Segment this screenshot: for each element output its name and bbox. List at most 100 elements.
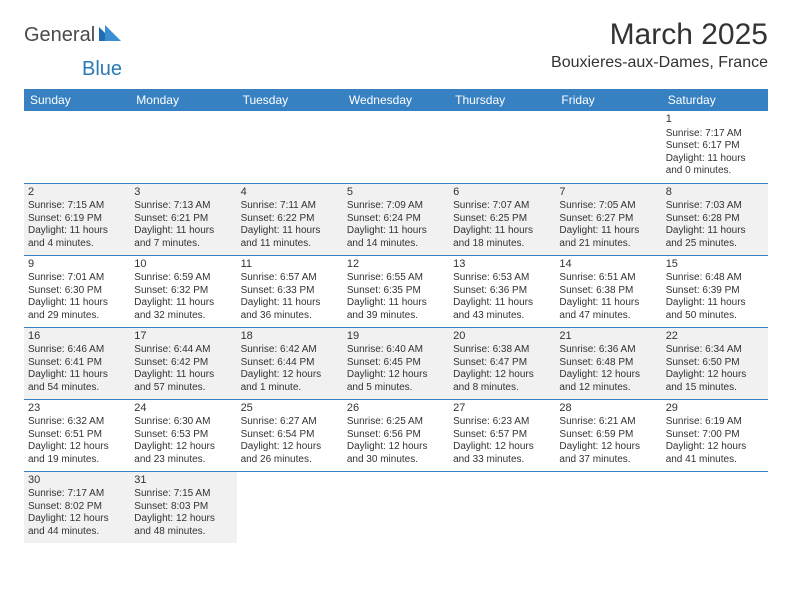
- day-number: 23: [28, 402, 126, 416]
- daylight-text: Daylight: 11 hours and 0 minutes.: [666, 153, 764, 178]
- day-cell: 6Sunrise: 7:07 AMSunset: 6:25 PMDaylight…: [449, 183, 555, 255]
- day-cell: 25Sunrise: 6:27 AMSunset: 6:54 PMDayligh…: [237, 399, 343, 471]
- sunset-text: Sunset: 6:30 PM: [28, 285, 126, 298]
- sunset-text: Sunset: 6:36 PM: [453, 285, 551, 298]
- day-cell: 5Sunrise: 7:09 AMSunset: 6:24 PMDaylight…: [343, 183, 449, 255]
- day-cell: 12Sunrise: 6:55 AMSunset: 6:35 PMDayligh…: [343, 255, 449, 327]
- sunset-text: Sunset: 7:00 PM: [666, 429, 764, 442]
- sunrise-text: Sunrise: 6:48 AM: [666, 272, 764, 285]
- week-row: 30Sunrise: 7:17 AMSunset: 8:02 PMDayligh…: [24, 471, 768, 543]
- sunset-text: Sunset: 6:22 PM: [241, 213, 339, 226]
- sunrise-text: Sunrise: 7:17 AM: [666, 128, 764, 141]
- daylight-text: Daylight: 11 hours and 25 minutes.: [666, 225, 764, 250]
- sunset-text: Sunset: 6:39 PM: [666, 285, 764, 298]
- sunset-text: Sunset: 6:57 PM: [453, 429, 551, 442]
- day-number: 4: [241, 186, 339, 200]
- sunrise-text: Sunrise: 7:07 AM: [453, 200, 551, 213]
- day-number: 13: [453, 258, 551, 272]
- daylight-text: Daylight: 12 hours and 12 minutes.: [559, 369, 657, 394]
- sunrise-text: Sunrise: 6:46 AM: [28, 344, 126, 357]
- daylight-text: Daylight: 11 hours and 54 minutes.: [28, 369, 126, 394]
- daylight-text: Daylight: 12 hours and 8 minutes.: [453, 369, 551, 394]
- day-number: 10: [134, 258, 232, 272]
- day-cell: 29Sunrise: 6:19 AMSunset: 7:00 PMDayligh…: [662, 399, 768, 471]
- day-number: 18: [241, 330, 339, 344]
- sunset-text: Sunset: 6:50 PM: [666, 357, 764, 370]
- daylight-text: Daylight: 11 hours and 21 minutes.: [559, 225, 657, 250]
- logo-flag-icon: [99, 25, 121, 46]
- day-cell: 31Sunrise: 7:15 AMSunset: 8:03 PMDayligh…: [130, 471, 236, 543]
- sunset-text: Sunset: 6:41 PM: [28, 357, 126, 370]
- day-cell: 9Sunrise: 7:01 AMSunset: 6:30 PMDaylight…: [24, 255, 130, 327]
- day-number: 20: [453, 330, 551, 344]
- day-number: 2: [28, 186, 126, 200]
- calendar-page: General March 2025 Bouxieres-aux-Dames, …: [0, 0, 792, 561]
- sunrise-text: Sunrise: 6:42 AM: [241, 344, 339, 357]
- sunset-text: Sunset: 6:45 PM: [347, 357, 445, 370]
- sunset-text: Sunset: 6:21 PM: [134, 213, 232, 226]
- day-cell: 21Sunrise: 6:36 AMSunset: 6:48 PMDayligh…: [555, 327, 661, 399]
- day-cell: 10Sunrise: 6:59 AMSunset: 6:32 PMDayligh…: [130, 255, 236, 327]
- daylight-text: Daylight: 12 hours and 41 minutes.: [666, 441, 764, 466]
- sunrise-text: Sunrise: 6:27 AM: [241, 416, 339, 429]
- day-cell: 7Sunrise: 7:05 AMSunset: 6:27 PMDaylight…: [555, 183, 661, 255]
- daylight-text: Daylight: 11 hours and 7 minutes.: [134, 225, 232, 250]
- day-number: 7: [559, 186, 657, 200]
- daylight-text: Daylight: 11 hours and 29 minutes.: [28, 297, 126, 322]
- sunrise-text: Sunrise: 6:36 AM: [559, 344, 657, 357]
- empty-cell: [555, 471, 661, 543]
- daylight-text: Daylight: 11 hours and 39 minutes.: [347, 297, 445, 322]
- day-cell: 2Sunrise: 7:15 AMSunset: 6:19 PMDaylight…: [24, 183, 130, 255]
- sunrise-text: Sunrise: 6:25 AM: [347, 416, 445, 429]
- day-number: 24: [134, 402, 232, 416]
- day-number: 19: [347, 330, 445, 344]
- sunset-text: Sunset: 6:19 PM: [28, 213, 126, 226]
- day-cell: 3Sunrise: 7:13 AMSunset: 6:21 PMDaylight…: [130, 183, 236, 255]
- sunrise-text: Sunrise: 7:13 AM: [134, 200, 232, 213]
- daylight-text: Daylight: 12 hours and 44 minutes.: [28, 513, 126, 538]
- day-number: 5: [347, 186, 445, 200]
- sunrise-text: Sunrise: 6:55 AM: [347, 272, 445, 285]
- sunset-text: Sunset: 6:35 PM: [347, 285, 445, 298]
- day-cell: 15Sunrise: 6:48 AMSunset: 6:39 PMDayligh…: [662, 255, 768, 327]
- day-header: Thursday: [449, 89, 555, 111]
- empty-cell: [343, 111, 449, 183]
- day-cell: 13Sunrise: 6:53 AMSunset: 6:36 PMDayligh…: [449, 255, 555, 327]
- sunrise-text: Sunrise: 7:15 AM: [134, 488, 232, 501]
- sunrise-text: Sunrise: 7:11 AM: [241, 200, 339, 213]
- sunrise-text: Sunrise: 6:53 AM: [453, 272, 551, 285]
- sunrise-text: Sunrise: 6:51 AM: [559, 272, 657, 285]
- day-cell: 16Sunrise: 6:46 AMSunset: 6:41 PMDayligh…: [24, 327, 130, 399]
- empty-cell: [343, 471, 449, 543]
- sunrise-text: Sunrise: 6:59 AM: [134, 272, 232, 285]
- sunrise-text: Sunrise: 7:03 AM: [666, 200, 764, 213]
- empty-cell: [449, 471, 555, 543]
- daylight-text: Daylight: 12 hours and 30 minutes.: [347, 441, 445, 466]
- empty-cell: [237, 471, 343, 543]
- logo-text-blue: Blue: [82, 58, 122, 80]
- daylight-text: Daylight: 12 hours and 23 minutes.: [134, 441, 232, 466]
- day-cell: 17Sunrise: 6:44 AMSunset: 6:42 PMDayligh…: [130, 327, 236, 399]
- daylight-text: Daylight: 11 hours and 4 minutes.: [28, 225, 126, 250]
- week-row: 2Sunrise: 7:15 AMSunset: 6:19 PMDaylight…: [24, 183, 768, 255]
- sunset-text: Sunset: 8:03 PM: [134, 501, 232, 514]
- week-row: 1Sunrise: 7:17 AMSunset: 6:17 PMDaylight…: [24, 111, 768, 183]
- day-number: 17: [134, 330, 232, 344]
- week-row: 16Sunrise: 6:46 AMSunset: 6:41 PMDayligh…: [24, 327, 768, 399]
- week-row: 9Sunrise: 7:01 AMSunset: 6:30 PMDaylight…: [24, 255, 768, 327]
- sunrise-text: Sunrise: 6:19 AM: [666, 416, 764, 429]
- day-header: Wednesday: [343, 89, 449, 111]
- day-header: Friday: [555, 89, 661, 111]
- day-number: 25: [241, 402, 339, 416]
- sunset-text: Sunset: 6:48 PM: [559, 357, 657, 370]
- day-cell: 8Sunrise: 7:03 AMSunset: 6:28 PMDaylight…: [662, 183, 768, 255]
- day-cell: 22Sunrise: 6:34 AMSunset: 6:50 PMDayligh…: [662, 327, 768, 399]
- day-number: 28: [559, 402, 657, 416]
- day-cell: 28Sunrise: 6:21 AMSunset: 6:59 PMDayligh…: [555, 399, 661, 471]
- title-block: March 2025 Bouxieres-aux-Dames, France: [551, 18, 768, 72]
- sunset-text: Sunset: 6:33 PM: [241, 285, 339, 298]
- sunset-text: Sunset: 6:25 PM: [453, 213, 551, 226]
- sunset-text: Sunset: 6:17 PM: [666, 140, 764, 153]
- day-number: 14: [559, 258, 657, 272]
- day-number: 6: [453, 186, 551, 200]
